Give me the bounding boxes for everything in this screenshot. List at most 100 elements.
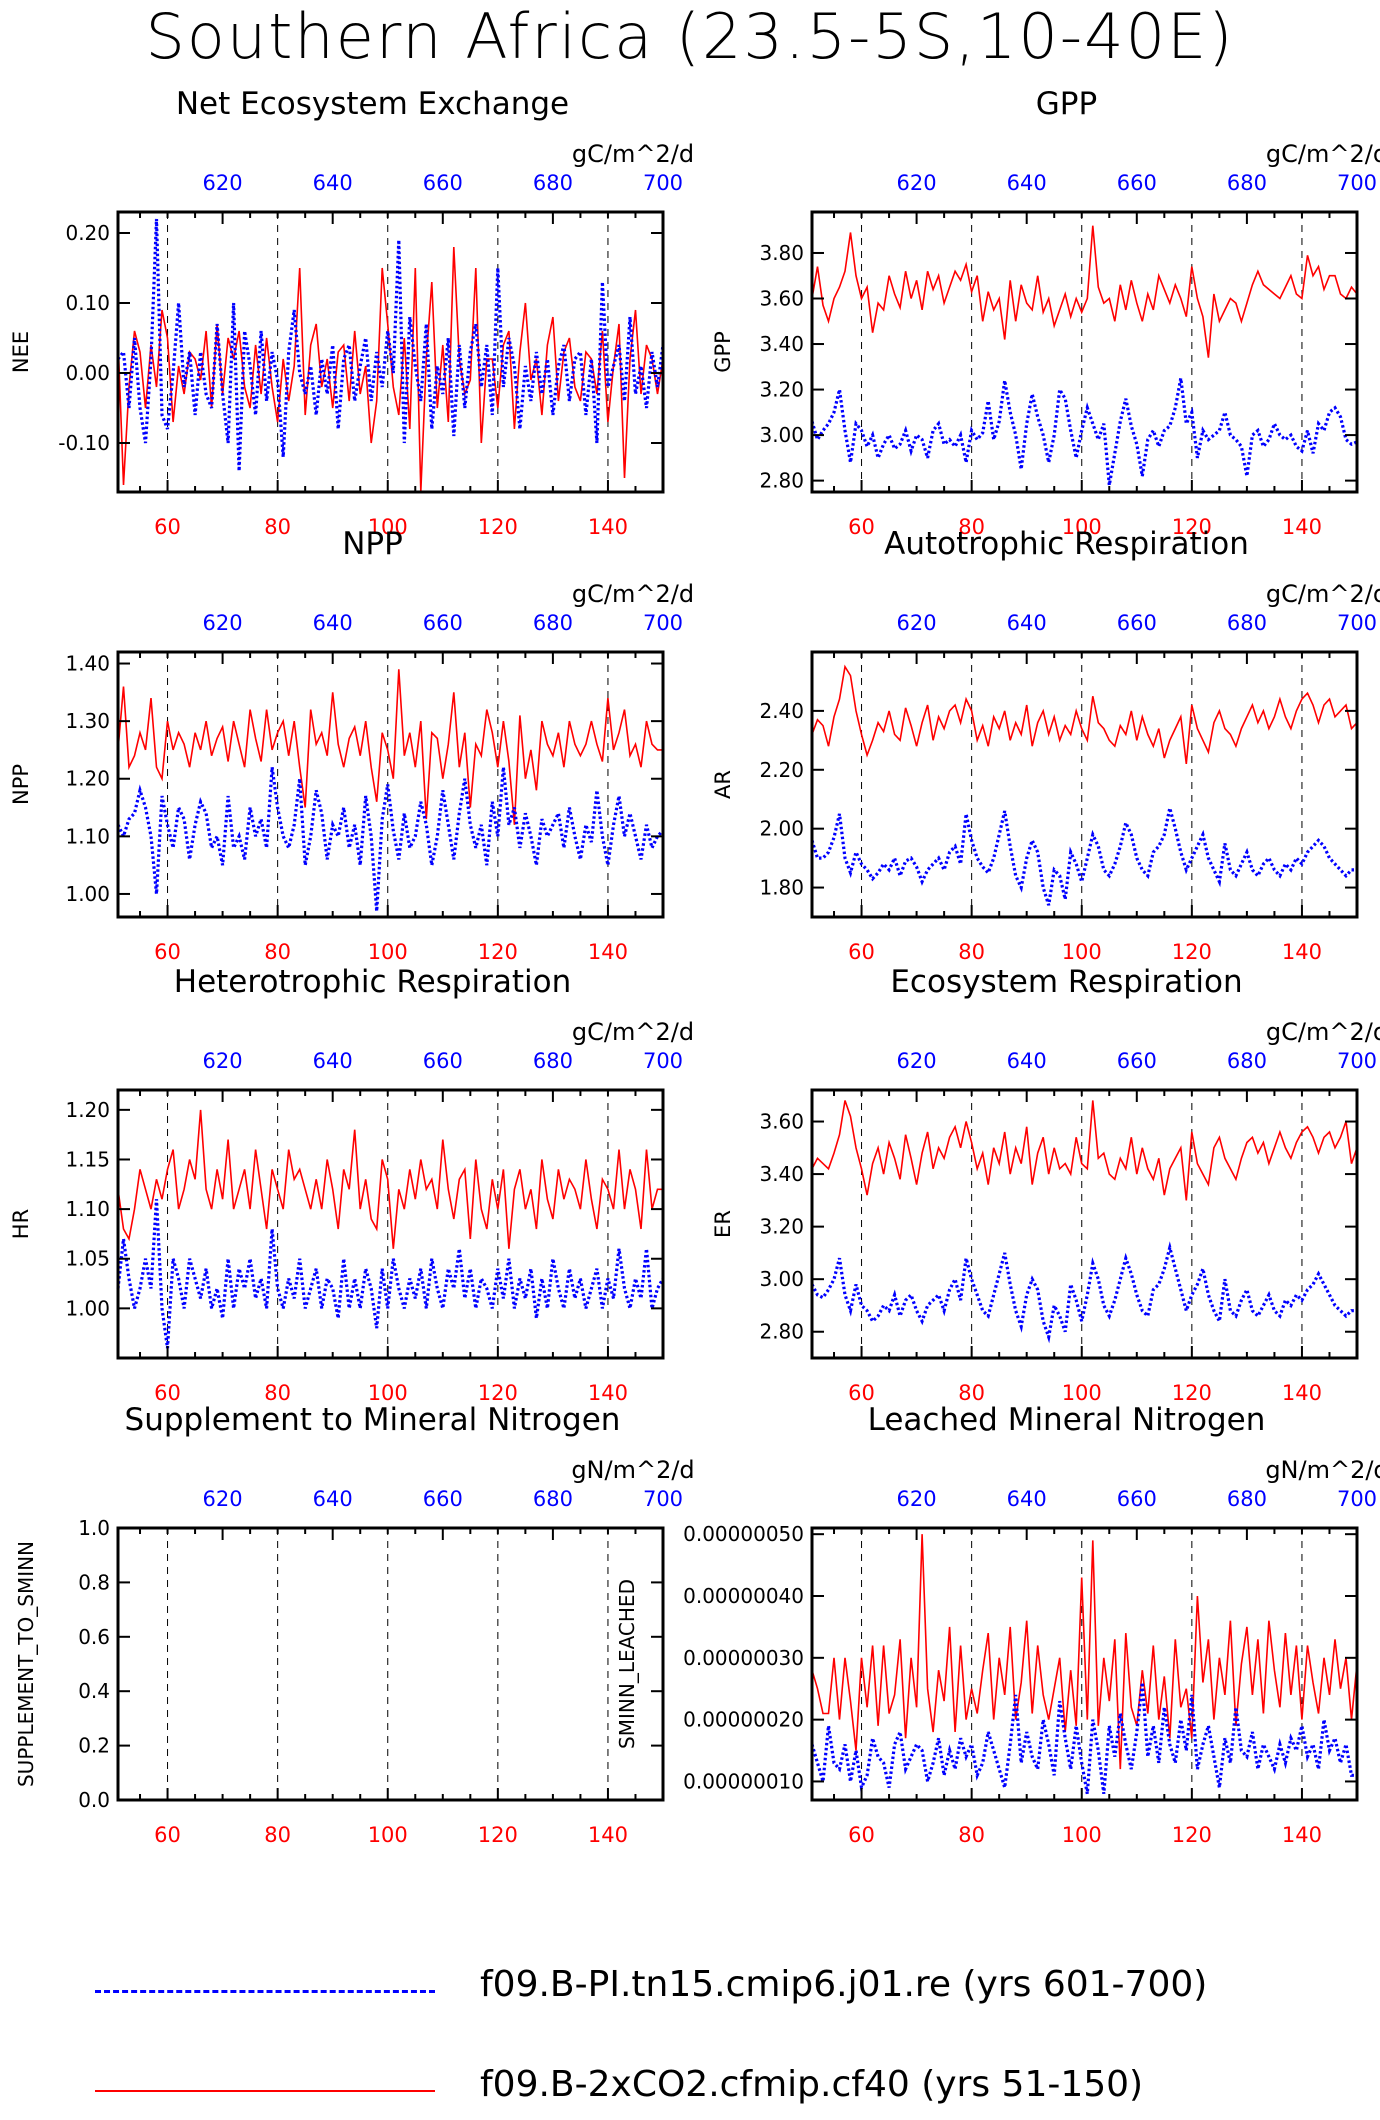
plot-frame	[810, 650, 1359, 919]
series-line-red	[811, 664, 1358, 764]
x-tick-label: 100	[1062, 1823, 1102, 1847]
series-line-red	[117, 669, 663, 825]
legend-label-red: f09.B-2xCO2.cfmip.cf40 (yrs 51-150)	[480, 2064, 1144, 2105]
x-top-tick-label: 660	[423, 611, 463, 635]
x-tick-label: 80	[264, 515, 291, 539]
y-tick-label: 1.20	[65, 1098, 110, 1122]
y-tick-label: 0.00000020	[683, 1708, 804, 1732]
x-tick-label: 60	[154, 940, 181, 964]
x-top-tick-label: 680	[533, 1487, 573, 1511]
y-tick-label: 3.60	[759, 287, 804, 311]
x-top-tick-label: 700	[1337, 1049, 1377, 1073]
panel-title: Ecosystem Respiration	[890, 964, 1242, 1000]
x-top-tick-label: 680	[1227, 1487, 1267, 1511]
y-tick-label: 1.15	[65, 1147, 110, 1171]
y-axis-label: AR	[711, 770, 735, 799]
panel-1: GPP gC/m^2/d 60 80 100 120 140 620 640 660 680 700 2…	[711, 86, 1380, 539]
y-tick-label: 1.30	[65, 709, 110, 733]
y-axis-label: NPP	[9, 764, 33, 805]
x-tick-label: 100	[1062, 1381, 1102, 1405]
x-tick-label: 100	[1062, 940, 1102, 964]
x-top-tick-label: 620	[203, 1487, 243, 1511]
x-tick-label: 80	[958, 1381, 985, 1405]
y-axis-label: SMINN_LEACHED	[615, 1579, 639, 1749]
y-tick-label: 0.00000010	[683, 1769, 804, 1793]
series-line-blue	[116, 766, 665, 912]
x-tick-label: 140	[1282, 1823, 1322, 1847]
y-axis-label: GPP	[711, 331, 735, 373]
x-tick-label: 140	[1282, 515, 1322, 539]
y-tick-label: 3.20	[759, 1215, 804, 1239]
legend-entry-red: f09.B-2xCO2.cfmip.cf40 (yrs 51-150)	[0, 2060, 1380, 2120]
y-axis-label: SUPPLEMENT_TO_SMINN	[14, 1541, 38, 1787]
panel-units: gC/m^2/d	[572, 1018, 694, 1046]
x-top-tick-label: 640	[1007, 611, 1047, 635]
x-tick-label: 100	[368, 515, 408, 539]
y-tick-label: 0.2	[78, 1734, 110, 1758]
y-tick-label: 0.0	[78, 1788, 110, 1812]
y-tick-label: 2.80	[759, 1320, 804, 1344]
x-top-tick-label: 640	[313, 611, 353, 635]
series-line-red	[811, 1534, 1358, 1770]
y-tick-label: 0.20	[65, 221, 110, 245]
y-tick-label: 1.10	[65, 1197, 110, 1221]
x-tick-label: 120	[1172, 1381, 1212, 1405]
x-top-tick-label: 620	[897, 1049, 937, 1073]
x-top-tick-label: 620	[203, 1049, 243, 1073]
plot-frame	[116, 210, 665, 494]
plot-frame	[116, 1088, 665, 1360]
x-top-tick-label: 620	[203, 171, 243, 195]
x-top-tick-label: 700	[1337, 1487, 1377, 1511]
x-top-tick-label: 640	[313, 171, 353, 195]
x-top-tick-label: 660	[1117, 611, 1157, 635]
x-tick-label: 60	[848, 1823, 875, 1847]
x-top-tick-label: 680	[533, 171, 573, 195]
x-tick-label: 140	[1282, 1381, 1322, 1405]
legend-line-blue	[95, 1990, 435, 1993]
y-tick-label: 1.10	[65, 824, 110, 848]
y-tick-label: 1.40	[65, 652, 110, 676]
x-tick-label: 80	[958, 515, 985, 539]
x-top-tick-label: 640	[1007, 1487, 1047, 1511]
plot-frame	[810, 1088, 1359, 1360]
panel-7: Leached Mineral Nitrogen gN/m^2/d 60 80 100 1…	[615, 1402, 1380, 1847]
x-top-tick-label: 640	[313, 1049, 353, 1073]
x-top-tick-label: 660	[1117, 171, 1157, 195]
panel-units: gC/m^2/d	[572, 140, 694, 168]
x-top-tick-label: 660	[423, 1487, 463, 1511]
x-tick-label: 120	[478, 940, 518, 964]
y-axis-label: ER	[711, 1210, 735, 1238]
panel-title: GPP	[1036, 86, 1097, 122]
x-tick-label: 60	[848, 515, 875, 539]
y-tick-label: 0.8	[78, 1570, 110, 1594]
panel-title: NPP	[342, 526, 403, 562]
x-top-tick-label: 620	[897, 171, 937, 195]
y-tick-label: 1.00	[65, 882, 110, 906]
y-tick-label: 3.60	[759, 1110, 804, 1134]
x-top-tick-label: 620	[203, 611, 243, 635]
y-tick-label: 3.40	[759, 1162, 804, 1186]
panel-units: gC/m^2/d	[1266, 140, 1380, 168]
x-top-tick-label: 640	[1007, 171, 1047, 195]
x-top-tick-label: 620	[897, 1487, 937, 1511]
x-tick-label: 120	[1172, 1823, 1212, 1847]
x-tick-label: 140	[588, 1823, 628, 1847]
series-line-blue	[116, 218, 665, 472]
figure-title: Southern Africa (23.5-5S,10-40E)	[145, 0, 1235, 73]
x-tick-label: 120	[478, 1381, 518, 1405]
x-tick-label: 100	[368, 1381, 408, 1405]
panel-title: Supplement to Mineral Nitrogen	[125, 1402, 621, 1438]
x-top-tick-label: 660	[1117, 1049, 1157, 1073]
x-tick-label: 120	[478, 1823, 518, 1847]
panel-title: Heterotrophic Respiration	[174, 964, 571, 1000]
plot-frame	[810, 1526, 1359, 1802]
series-line-blue	[810, 807, 1357, 906]
series-line-blue	[810, 1682, 1357, 1795]
y-tick-label: 1.05	[65, 1247, 110, 1271]
x-tick-label: 60	[848, 1381, 875, 1405]
panel-units: gC/m^2/d	[1266, 580, 1380, 608]
panel-2: NPP gC/m^2/d 60 80 100 120 140 620 640 660 680 700 1…	[9, 526, 694, 964]
panel-title: Leached Mineral Nitrogen	[868, 1402, 1266, 1438]
y-tick-label: 1.0	[78, 1516, 110, 1540]
